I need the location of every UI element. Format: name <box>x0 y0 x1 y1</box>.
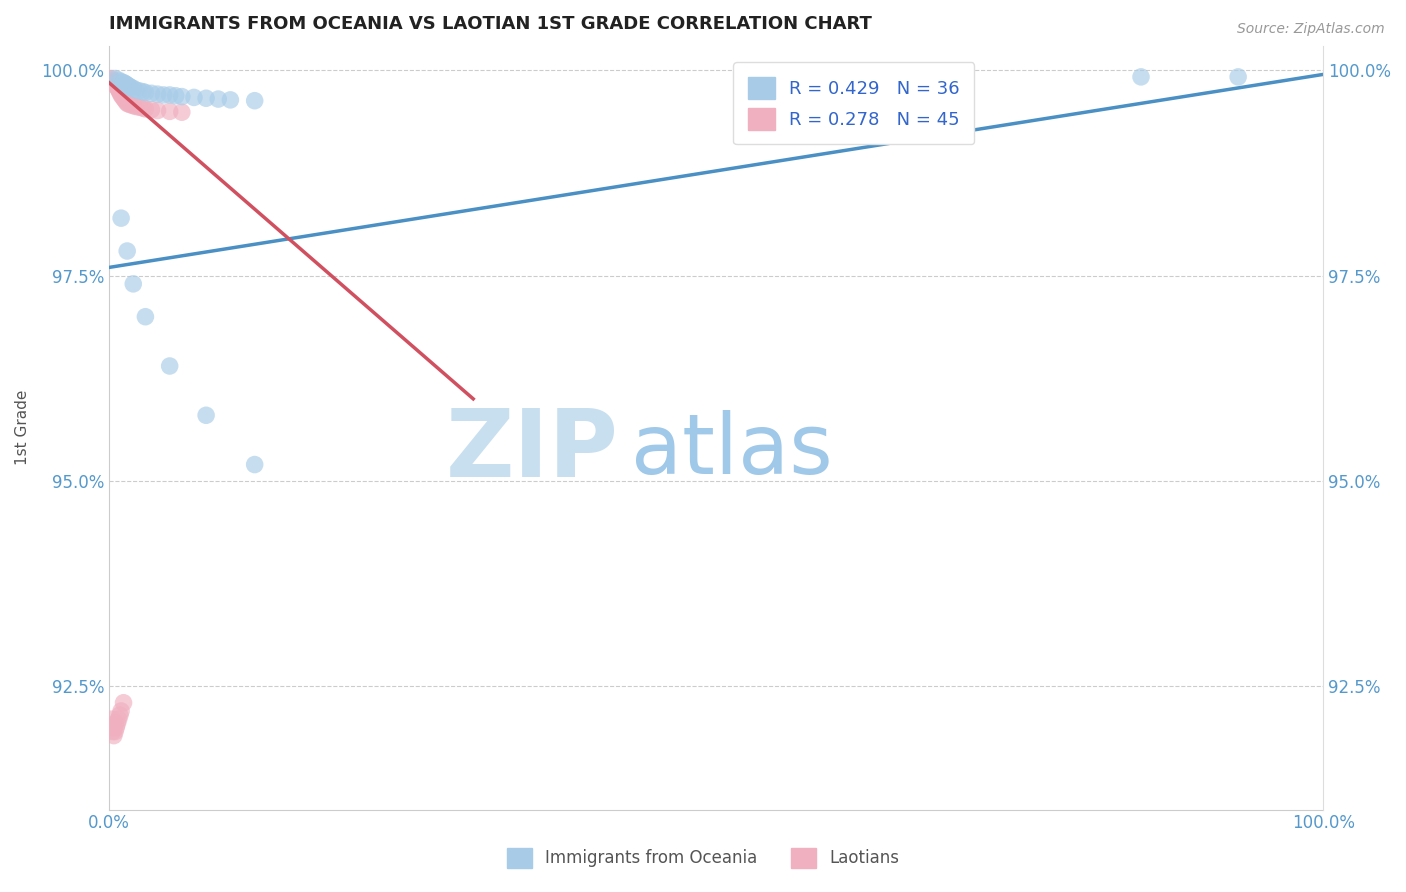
Point <box>117 97 139 112</box>
Point <box>827 70 849 84</box>
Point <box>152 87 174 102</box>
Point <box>112 91 135 105</box>
Point <box>125 83 148 97</box>
Point <box>112 76 135 90</box>
Point <box>170 89 193 103</box>
Point <box>122 98 145 112</box>
Point <box>100 71 122 86</box>
Point <box>103 75 125 89</box>
Point <box>1130 70 1153 84</box>
Point <box>108 708 131 723</box>
Point <box>104 77 127 91</box>
Point <box>170 105 193 120</box>
Point <box>101 720 124 734</box>
Point <box>114 77 136 91</box>
Point <box>107 81 129 95</box>
Point <box>105 720 128 734</box>
Point <box>105 78 128 92</box>
Point <box>219 93 242 107</box>
Y-axis label: 1st Grade: 1st Grade <box>15 390 30 466</box>
Point <box>111 89 134 103</box>
Point <box>141 103 163 117</box>
Point <box>243 458 266 472</box>
Point <box>101 73 124 87</box>
Text: atlas: atlas <box>631 410 832 491</box>
Point <box>146 87 169 102</box>
Point <box>115 96 138 111</box>
Point <box>115 95 138 109</box>
Point <box>105 78 128 93</box>
Point <box>132 85 155 99</box>
Point <box>104 77 127 91</box>
Point <box>132 101 155 115</box>
Point <box>128 100 150 114</box>
Point <box>110 704 132 718</box>
Point <box>134 310 156 324</box>
Point <box>110 75 132 89</box>
Point <box>110 87 132 102</box>
Point <box>107 79 129 94</box>
Point <box>120 97 142 112</box>
Point <box>107 80 129 95</box>
Point <box>114 93 136 107</box>
Legend: R = 0.429   N = 36, R = 0.278   N = 45: R = 0.429 N = 36, R = 0.278 N = 45 <box>733 62 974 145</box>
Point <box>107 712 129 726</box>
Point <box>107 83 129 97</box>
Point <box>103 76 125 90</box>
Point <box>115 77 138 91</box>
Point <box>103 720 125 734</box>
Point <box>195 409 218 423</box>
Legend: Immigrants from Oceania, Laotians: Immigrants from Oceania, Laotians <box>501 841 905 875</box>
Point <box>141 87 163 101</box>
Point <box>120 80 142 95</box>
Point <box>1227 70 1250 84</box>
Point <box>110 211 132 226</box>
Point <box>122 81 145 95</box>
Point <box>159 87 181 102</box>
Point <box>107 73 129 87</box>
Point <box>159 104 181 119</box>
Point <box>117 78 139 93</box>
Text: ZIP: ZIP <box>446 404 619 497</box>
Point <box>100 712 122 726</box>
Point <box>104 71 127 86</box>
Point <box>108 86 131 100</box>
Point <box>183 90 205 104</box>
Point <box>115 78 138 92</box>
Point <box>115 244 138 258</box>
Point <box>125 99 148 113</box>
Point <box>112 696 135 710</box>
Point <box>110 87 132 101</box>
Text: Source: ZipAtlas.com: Source: ZipAtlas.com <box>1237 22 1385 37</box>
Point <box>122 277 145 291</box>
Point <box>243 94 266 108</box>
Point <box>134 86 156 100</box>
Point <box>165 88 187 103</box>
Point <box>104 724 127 739</box>
Point <box>134 102 156 116</box>
Point <box>101 724 124 739</box>
Point <box>107 716 129 731</box>
Point <box>118 79 141 94</box>
Point <box>103 729 125 743</box>
Point <box>108 84 131 98</box>
Text: IMMIGRANTS FROM OCEANIA VS LAOTIAN 1ST GRADE CORRELATION CHART: IMMIGRANTS FROM OCEANIA VS LAOTIAN 1ST G… <box>110 15 872 33</box>
Point <box>146 103 169 118</box>
Point <box>207 92 229 106</box>
Point <box>159 359 181 373</box>
Point <box>104 716 127 731</box>
Point <box>195 91 218 105</box>
Point <box>128 84 150 98</box>
